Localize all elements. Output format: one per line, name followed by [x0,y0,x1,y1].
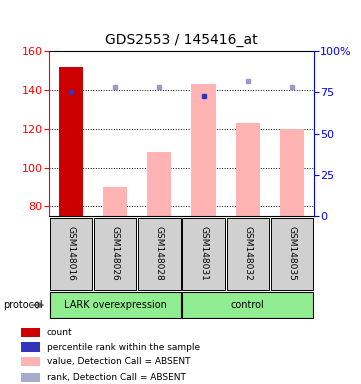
Bar [147,152,171,216]
Text: value, Detection Call = ABSENT: value, Detection Call = ABSENT [47,358,190,366]
Text: protocol: protocol [4,300,43,310]
Text: rank, Detection Call = ABSENT: rank, Detection Call = ABSENT [47,373,186,382]
Bar [236,123,260,216]
Bar [182,218,225,290]
Text: count: count [47,328,72,337]
Text: control: control [231,300,265,310]
Bar [49,293,180,318]
Bar [21,343,40,352]
Bar [280,129,304,216]
Bar [271,218,313,290]
Bar [226,218,269,290]
Text: GSM148028: GSM148028 [155,226,164,281]
Bar [21,358,40,366]
Text: GSM148026: GSM148026 [110,226,119,281]
Bar [103,187,127,216]
Text: GSM148032: GSM148032 [243,226,252,281]
Text: GSM148035: GSM148035 [287,226,296,281]
Bar [21,373,40,382]
Bar [21,328,40,337]
Bar [182,293,313,318]
Bar [49,218,92,290]
Text: LARK overexpression: LARK overexpression [64,300,166,310]
Bar [191,84,216,216]
Bar [138,218,180,290]
Text: GSM148031: GSM148031 [199,226,208,281]
Text: GSM148016: GSM148016 [66,226,75,281]
Text: GDS2553 / 145416_at: GDS2553 / 145416_at [105,33,258,47]
Text: percentile rank within the sample: percentile rank within the sample [47,343,200,351]
Bar [59,66,83,216]
Bar [94,218,136,290]
